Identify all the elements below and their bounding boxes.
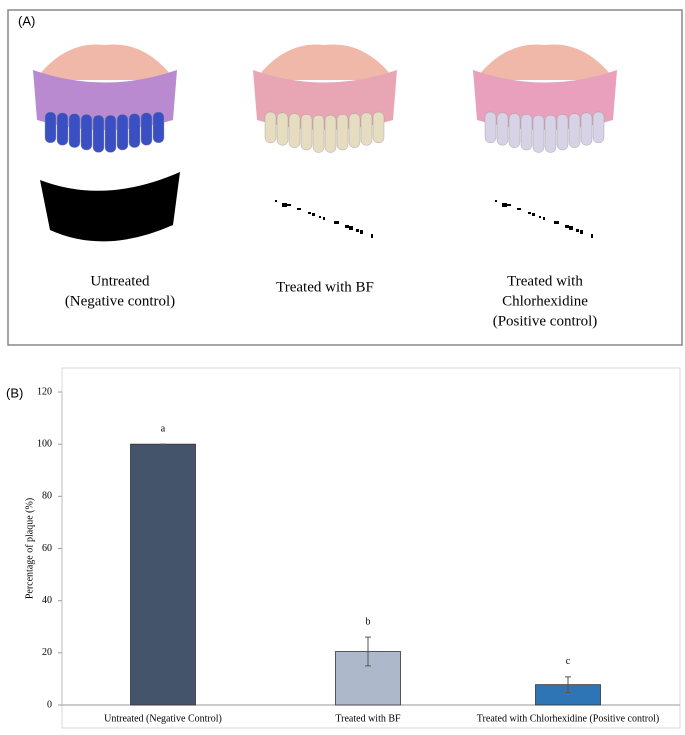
tooth xyxy=(288,113,301,148)
plaque-spot xyxy=(308,212,311,214)
x-tick-label: Treated with Chlorhexidine (Positive con… xyxy=(477,713,659,724)
plaque-spot xyxy=(495,200,497,202)
y-tick-label: 40 xyxy=(42,595,52,606)
plaque-spot xyxy=(275,200,277,202)
tooth xyxy=(532,114,545,153)
y-tick-label: 100 xyxy=(37,438,52,449)
caption: (Negative control) xyxy=(65,293,175,309)
caption: (Positive control) xyxy=(493,313,598,329)
tooth xyxy=(152,111,165,143)
tooth xyxy=(580,112,593,146)
plaque-spot xyxy=(554,221,559,224)
plaque-spot xyxy=(312,213,315,216)
tooth xyxy=(544,114,557,153)
tooth xyxy=(44,111,57,143)
palate xyxy=(35,44,175,80)
panel-a-frame xyxy=(7,9,683,346)
plaque-spot xyxy=(349,226,353,230)
plaque-spot xyxy=(528,212,531,214)
plaque-spot xyxy=(591,234,593,238)
tooth xyxy=(264,111,277,143)
tooth xyxy=(300,114,313,151)
plaque-spot xyxy=(319,216,321,218)
tooth xyxy=(592,111,605,143)
plaque-spot xyxy=(356,229,359,232)
caption: Untreated xyxy=(90,273,150,289)
plaque-spot xyxy=(360,230,363,234)
tooth xyxy=(128,113,141,148)
plaque-spot xyxy=(580,230,583,234)
annotation: a xyxy=(161,423,166,434)
tooth xyxy=(140,112,153,146)
tooth xyxy=(484,111,497,143)
plaque-spot xyxy=(345,225,349,228)
caption: Treated with xyxy=(507,273,583,289)
plaque-spot xyxy=(282,203,287,207)
plaque-spot xyxy=(502,203,507,207)
tooth xyxy=(56,112,69,146)
tooth xyxy=(80,114,93,151)
tooth xyxy=(556,114,569,151)
plaque-spot xyxy=(576,229,579,232)
tooth xyxy=(68,113,81,148)
tooth xyxy=(92,114,105,153)
annotation: b xyxy=(366,616,371,627)
tooth xyxy=(276,112,289,146)
tooth xyxy=(508,113,521,148)
y-axis-label: Percentage of plaque (%) xyxy=(24,498,35,599)
plaque-spot xyxy=(371,234,373,238)
gum xyxy=(473,70,617,130)
plaque-spot xyxy=(334,221,339,224)
plaque-spot xyxy=(565,225,569,228)
gum xyxy=(253,70,397,130)
tooth xyxy=(324,114,337,153)
x-tick-label: Untreated (Negative Control) xyxy=(104,713,222,724)
gum xyxy=(33,70,177,130)
palate xyxy=(475,44,615,80)
y-tick-label: 20 xyxy=(42,647,52,658)
y-tick-label: 60 xyxy=(42,543,52,554)
plaque-spot xyxy=(286,204,291,206)
tooth xyxy=(496,112,509,146)
palate xyxy=(255,44,395,80)
caption: Chlorhexidine xyxy=(502,293,588,309)
plaque-spot xyxy=(539,216,541,218)
tooth xyxy=(520,114,533,151)
tooth xyxy=(348,113,361,148)
annotation: c xyxy=(566,656,571,667)
y-tick-label: 120 xyxy=(37,386,52,397)
plaque-spot xyxy=(532,213,535,216)
plaque-spot xyxy=(297,208,301,210)
tooth xyxy=(336,114,349,151)
plaque-spot xyxy=(543,217,545,220)
plaque-spot xyxy=(506,204,511,206)
tooth xyxy=(116,114,129,151)
y-tick-label: 0 xyxy=(47,699,52,710)
y-tick-label: 80 xyxy=(42,491,52,502)
plaque-spot xyxy=(323,217,325,220)
tooth xyxy=(360,112,373,146)
denture-images xyxy=(33,44,617,242)
tooth xyxy=(372,111,385,143)
panel-label: (A) xyxy=(18,13,35,28)
error-bar xyxy=(565,676,571,693)
plaque-mask xyxy=(40,172,180,242)
caption: Treated with BF xyxy=(276,279,374,295)
tooth xyxy=(104,114,117,153)
plaque-spot xyxy=(569,226,573,230)
panel-label: (B) xyxy=(6,385,23,400)
plaque-spot xyxy=(517,208,521,210)
x-tick-label: Treated with BF xyxy=(335,713,401,724)
tooth xyxy=(312,114,325,153)
bar xyxy=(130,443,196,706)
error-bar xyxy=(365,636,371,667)
tooth xyxy=(568,113,581,148)
